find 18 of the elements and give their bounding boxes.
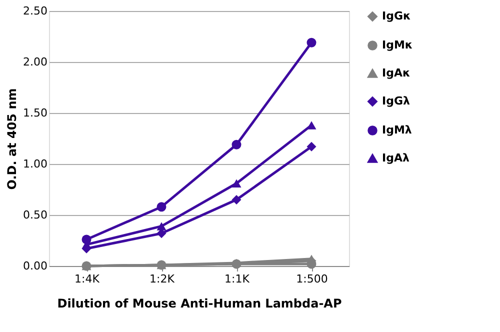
- y-tick-label: 0.00: [23, 260, 48, 272]
- y-tick-label: 2.00: [23, 56, 48, 68]
- y-axis-title: O.D. at 405 nm: [5, 88, 20, 190]
- x-tick-label: 1:500: [296, 272, 328, 286]
- legend-label: IgGκ: [382, 10, 411, 22]
- legend-label: IgAλ: [382, 152, 410, 164]
- y-tick-label: 1.50: [23, 106, 48, 120]
- legend-label: IgAκ: [382, 66, 410, 80]
- x-axis-title: Dilution of Mouse Anti-Human Lambda-AP: [57, 296, 342, 310]
- y-tick-label: 2.50: [23, 4, 48, 18]
- x-tick-label: 1:4K: [74, 272, 100, 286]
- x-tick-label: 1:2K: [150, 272, 176, 286]
- y-tick-label: 0.50: [23, 208, 48, 222]
- legend-label: IgGλ: [382, 94, 410, 108]
- y-tick-label: 1.00: [23, 158, 48, 170]
- legend-label: IgMλ: [382, 124, 412, 136]
- legend-label: IgMκ: [382, 38, 413, 52]
- x-tick-label: 1:1K: [224, 272, 250, 286]
